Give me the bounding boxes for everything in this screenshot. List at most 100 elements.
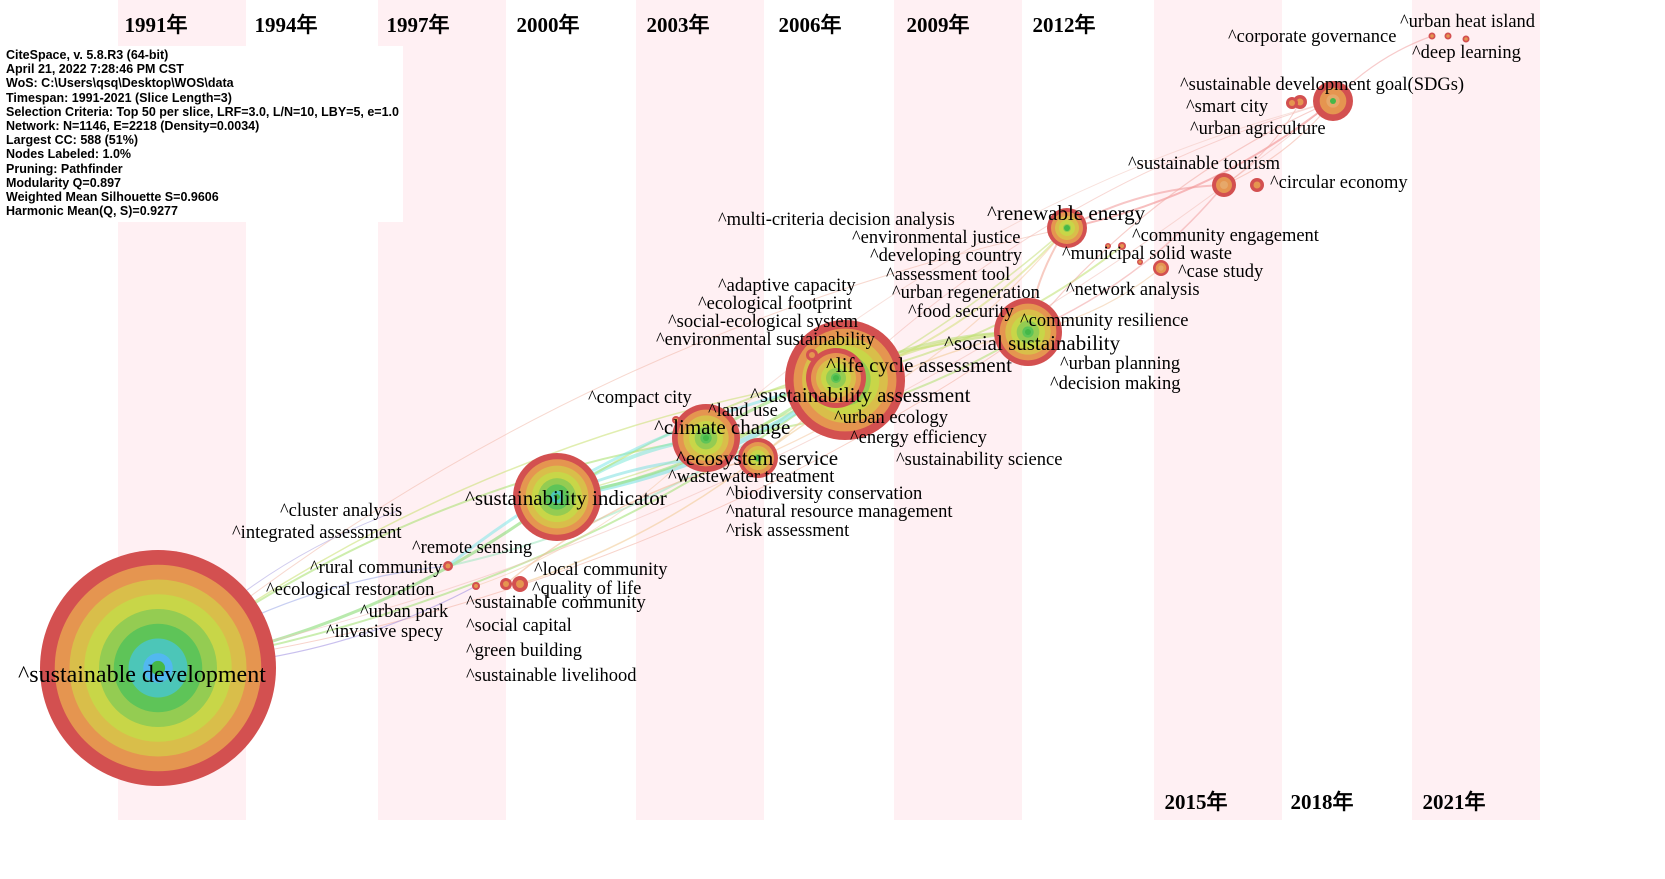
node-label-urban_park: ^urban park (360, 602, 449, 622)
node-label-developing_country: ^developing country (870, 246, 1023, 266)
link-sustainable_tourism-smart_city (1223, 101, 1301, 186)
node-developing_country (1105, 243, 1111, 249)
info-line-data-path: WoS: C:\Users\qsq\Desktop\WOS\data (6, 76, 234, 91)
node-sustainable_development (40, 550, 276, 786)
node-label-compact_city: ^compact city (588, 388, 692, 408)
node-label-urban_ecology: ^urban ecology (834, 408, 949, 428)
node-environmental_sustainability (806, 349, 818, 361)
node-label-natural_resource_management: ^natural resource management (726, 502, 953, 522)
node-label-integrated_assessment: ^integrated assessment (232, 523, 402, 543)
node-label-sustainable_community: ^sustainable community (466, 593, 647, 613)
node-label-urban_heat_island: ^urban heat island (1400, 12, 1536, 32)
node-label-social_sustainability: ^social sustainability (944, 331, 1121, 355)
node-municipal_solid_waste (1137, 259, 1143, 265)
node-circular_economy (1250, 178, 1264, 192)
node-corporate_governance (1428, 32, 1436, 40)
link-remote_sensing-life_cycle_assessment (447, 377, 837, 567)
node-urban_heat_island (1444, 32, 1452, 40)
node-label-climate_change: ^climate change (654, 415, 790, 439)
node-label-case_study: ^case study (1178, 262, 1264, 282)
year-label-top-7: 2012年 (1033, 13, 1096, 37)
node-label-sustainable_development: ^sustainable development (18, 662, 266, 688)
year-label-top-5: 2006年 (779, 13, 842, 37)
year-label-bottom-0: 2015年 (1165, 790, 1228, 814)
node-social_sustainability (994, 298, 1062, 366)
node-quality_of_life (500, 578, 512, 590)
link-social_sustainability-sdgs (1027, 100, 1334, 333)
node-label-social_capital: ^social capital (466, 616, 572, 636)
node-label-environmental_sustainability: ^environmental sustainability (656, 330, 876, 350)
year-label-bottom-2: 2021年 (1423, 790, 1486, 814)
info-line-pruning: Pruning: Pathfinder (6, 161, 123, 176)
link-climate_change-sdgs (705, 100, 1334, 439)
node-label-renewable_energy: ^renewable energy (987, 201, 1146, 225)
year-label-top-6: 2009年 (907, 13, 970, 37)
node-label-urban_agriculture: ^urban agriculture (1190, 119, 1326, 139)
node-label-life_cycle_assessment: ^life cycle assessment (826, 353, 1012, 377)
node-sustainability_indicator (513, 453, 601, 541)
node-label-sustainability_science: ^sustainability science (896, 450, 1062, 470)
link-ecological_restoration-climate_change (475, 437, 707, 587)
node-label-remote_sensing: ^remote sensing (412, 538, 532, 558)
year-axis-labels: 1991年 1994年 1997年 2000年 2003年 2006年 2009年 2012年… (125, 13, 1486, 814)
keyword-labels: ^sustainable development ^sustainability … (18, 12, 1536, 688)
node-label-rural_community: ^rural community (310, 558, 443, 578)
node-label-community_resilience: ^community resilience (1020, 311, 1188, 331)
year-label-top-3: 2000年 (517, 13, 580, 37)
node-compact_city (672, 416, 680, 424)
node-label-risk_assessment: ^risk assessment (726, 521, 850, 541)
info-line-largest-cc: Largest CC: 588 (51%) (6, 133, 138, 148)
node-label-ecological_restoration: ^ecological restoration (266, 580, 434, 600)
node-label-invasive_specy: ^invasive specy (326, 622, 444, 642)
year-label-top-0: 1991年 (125, 13, 188, 37)
link-sustainable_development-sdgs (157, 100, 1334, 669)
node-label-sustainable_tourism: ^sustainable tourism (1128, 154, 1281, 174)
node-label-sdgs: ^sustainable development goal(SDGs) (1180, 75, 1464, 95)
keyword-nodes (40, 32, 1470, 786)
node-label-network_analysis: ^network analysis (1066, 280, 1200, 300)
info-line-modularity: Modularity Q=0.897 (6, 175, 121, 190)
node-renewable_energy (1047, 208, 1087, 248)
node-label-sustainable_livelihood: ^sustainable livelihood (466, 666, 637, 686)
node-ecosystem_service (738, 438, 778, 478)
info-line-date: April 21, 2022 7:28:46 PM CST (6, 62, 184, 77)
node-community_engagement (1118, 242, 1126, 250)
node-label-sustainability_indicator: ^sustainability indicator (465, 486, 667, 510)
year-label-top-4: 2003年 (647, 13, 710, 37)
time-slice-bands (118, 0, 1540, 820)
node-label-wastewater_treatment: ^wastewater treatment (668, 467, 835, 487)
year-label-bottom-1: 2018年 (1291, 790, 1354, 814)
link-renewable_energy-sdgs (1066, 100, 1334, 229)
info-line-nodes-labeled: Nodes Labeled: 1.0% (6, 147, 132, 162)
node-label-environmental_justice: ^environmental justice (852, 228, 1020, 248)
node-label-mcda: ^multi-criteria decision analysis (718, 210, 955, 230)
link-sustainable_development-renewable_energy (157, 227, 1068, 669)
node-label-circular_economy: ^circular economy (1270, 173, 1408, 193)
node-label-ecological_footprint: ^ecological footprint (698, 294, 853, 314)
node-label-sustainability_assessment: ^sustainability assessment (750, 383, 971, 407)
node-label-decision_making: ^decision making (1050, 374, 1180, 394)
node-label-community_engagement: ^community engagement (1132, 226, 1320, 246)
node-label-local_community: ^local community (534, 560, 668, 580)
node-label-smart_city: ^smart city (1186, 97, 1269, 117)
time-band-3 (894, 0, 1022, 820)
node-label-urban_regeneration: ^urban regeneration (892, 283, 1040, 303)
node-label-assessment_tool: ^assessment tool (886, 265, 1010, 285)
node-deep_learning (1462, 35, 1470, 43)
year-label-top-1: 1994年 (255, 13, 318, 37)
info-line-selection-criteria: Selection Criteria: Top 50 per slice, LR… (6, 104, 399, 119)
node-case_study (1153, 260, 1169, 276)
node-label-biodiversity_conservation: ^biodiversity conservation (726, 484, 922, 504)
node-label-corporate_governance: ^corporate governance (1228, 27, 1396, 47)
node-label-social_ecological_system: ^social-ecological system (668, 312, 859, 332)
info-line-version: CiteSpace, v. 5.8.R3 (64-bit) (6, 48, 169, 62)
node-remote_sensing (443, 561, 453, 571)
time-band-5 (1412, 0, 1540, 820)
node-sdgs (1313, 81, 1353, 121)
node-label-ecosystem_service: ^ecosystem service (676, 446, 838, 470)
node-label-land_use: ^land use (708, 401, 778, 421)
link-ecosystem_service-renewable_energy (757, 227, 1068, 459)
node-label-urban_planning: ^urban planning (1060, 354, 1180, 374)
link-sustainable_development-social_sustainability (157, 331, 1029, 669)
info-line-silhouette: Weighted Mean Silhouette S=0.9606 (6, 190, 219, 205)
